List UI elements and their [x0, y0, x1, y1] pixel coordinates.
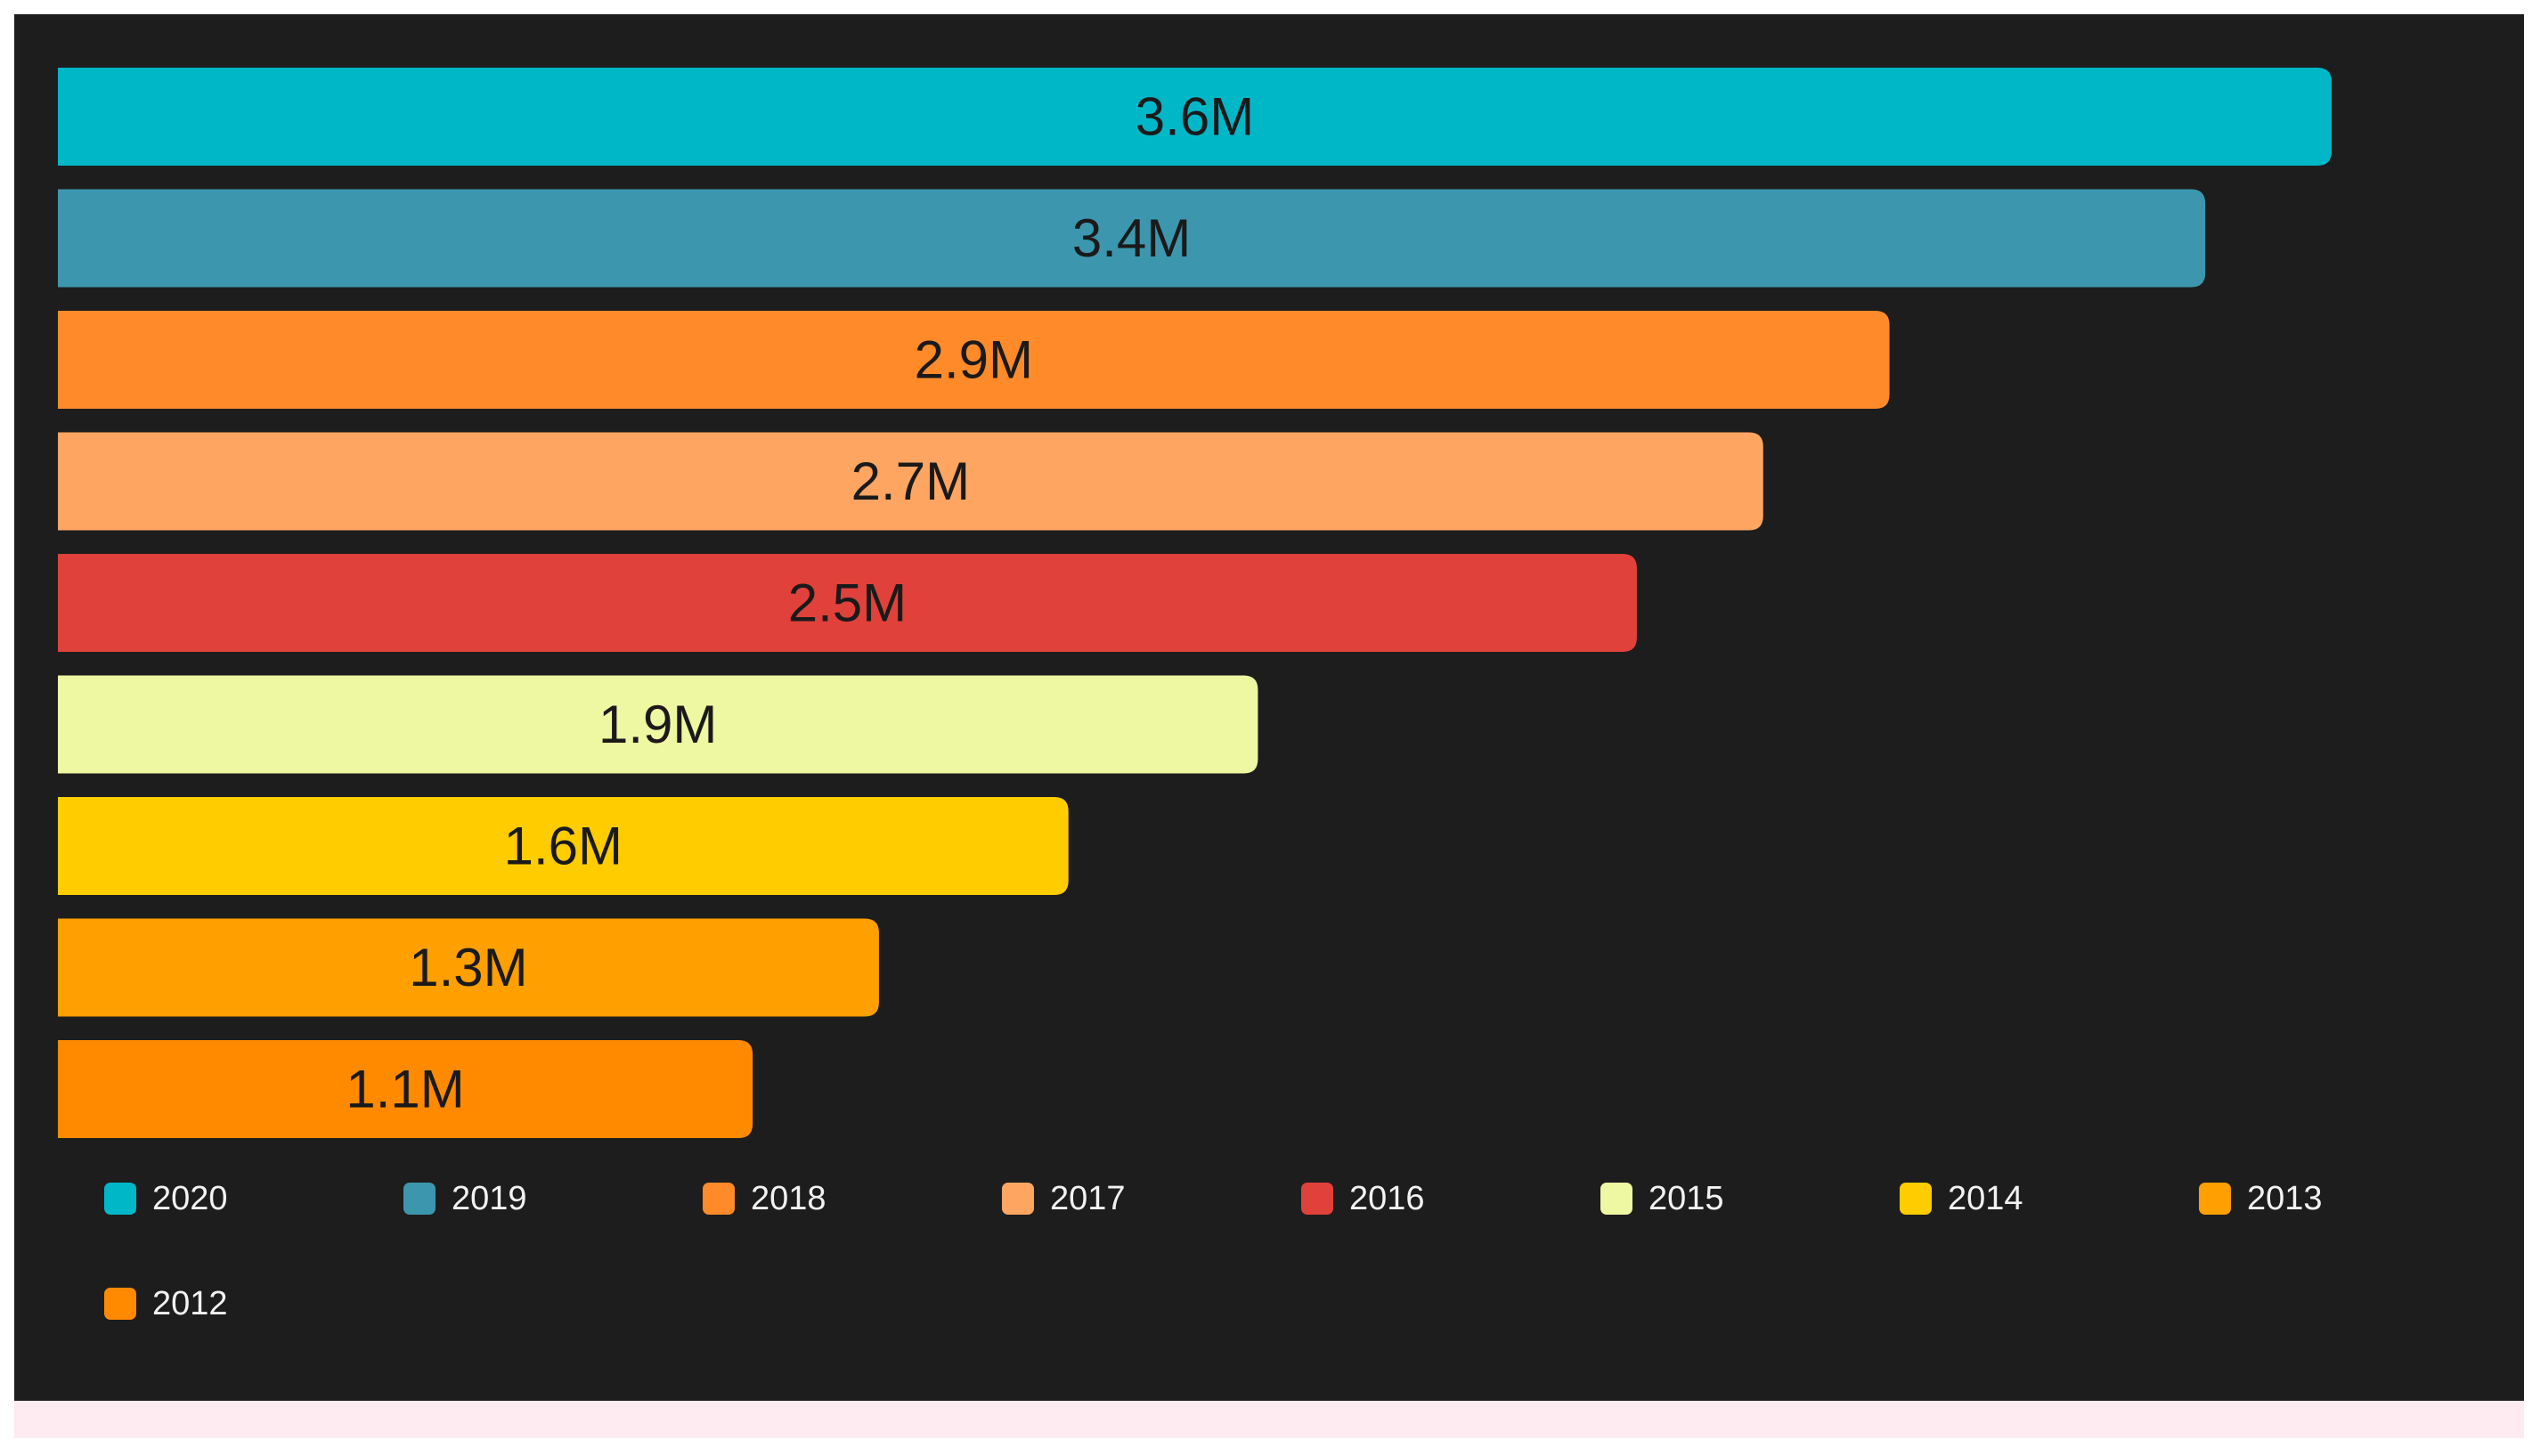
bar-2017	[58, 432, 1763, 531]
bar-value-label-2012: 1.1M	[346, 1060, 464, 1119]
bar-2020	[58, 68, 2332, 166]
bar-chart: 3.6M 3.4M 2.9M 2.7M 2.5M 1.9M 1.6M 1.3M 1.1M 202…	[58, 68, 2332, 1322]
bar-value-label-2017: 2.7M	[851, 451, 970, 511]
legend-item-2015[interactable]: 2015	[1600, 1180, 1724, 1217]
legend-label-2012: 2012	[152, 1285, 228, 1322]
legend-swatch-2016	[1301, 1183, 1333, 1215]
legend-item-2013[interactable]: 2013	[2199, 1180, 2323, 1217]
legend-label-2019: 2019	[452, 1180, 527, 1217]
legend-item-2019[interactable]: 2019	[403, 1180, 527, 1217]
legend-item-2014[interactable]: 2014	[1900, 1180, 2023, 1217]
legend-label-2013: 2013	[2247, 1180, 2323, 1217]
bar-value-label-2013: 1.3M	[409, 938, 527, 997]
bars-group	[58, 68, 2332, 1138]
legend-label-2020: 2020	[152, 1180, 228, 1217]
legend-item-2018[interactable]: 2018	[703, 1180, 826, 1217]
legend-item-2016[interactable]: 2016	[1301, 1180, 1425, 1217]
legend-swatch-2014	[1900, 1183, 1932, 1215]
bar-value-label-2016: 2.5M	[788, 573, 907, 633]
bar-labels-group: 3.6M 3.4M 2.9M 2.7M 2.5M 1.9M 1.6M 1.3M 1.1M	[346, 87, 1254, 1119]
legend-label-2018: 2018	[751, 1180, 826, 1217]
bar-value-label-2014: 1.6M	[504, 817, 623, 876]
legend-swatch-2017	[1002, 1183, 1034, 1215]
bar-2014	[58, 797, 1069, 895]
bar-2016	[58, 554, 1637, 652]
bar-2015	[58, 675, 1258, 774]
footer-strip	[14, 1401, 2524, 1438]
legend-swatch-2019	[403, 1183, 436, 1215]
legend: 2020 2019 2018 2017 2016 2015 2014 2013 2012	[104, 1180, 2323, 1322]
bar-value-label-2015: 1.9M	[598, 695, 717, 754]
legend-label-2014: 2014	[1948, 1180, 2023, 1217]
legend-swatch-2015	[1600, 1183, 1632, 1215]
legend-swatch-2018	[703, 1183, 735, 1215]
bar-value-label-2019: 3.4M	[1072, 208, 1191, 268]
legend-item-2012[interactable]: 2012	[104, 1285, 228, 1322]
bar-value-label-2018: 2.9M	[915, 330, 1033, 390]
legend-label-2017: 2017	[1050, 1180, 1126, 1217]
legend-label-2015: 2015	[1649, 1180, 1724, 1217]
bar-2018	[58, 311, 1890, 409]
legend-label-2016: 2016	[1349, 1180, 1425, 1217]
chart-panel: 3.6M 3.4M 2.9M 2.7M 2.5M 1.9M 1.6M 1.3M 1.1M 202…	[14, 14, 2524, 1401]
legend-swatch-2020	[104, 1183, 136, 1215]
bar-value-label-2020: 3.6M	[1136, 87, 1254, 147]
bar-2019	[58, 189, 2206, 288]
legend-swatch-2013	[2199, 1183, 2231, 1215]
legend-item-2017[interactable]: 2017	[1002, 1180, 1126, 1217]
bar-2013	[58, 918, 879, 1017]
legend-swatch-2012	[104, 1288, 136, 1320]
bar-2012	[58, 1040, 753, 1138]
legend-item-2020[interactable]: 2020	[104, 1180, 228, 1217]
